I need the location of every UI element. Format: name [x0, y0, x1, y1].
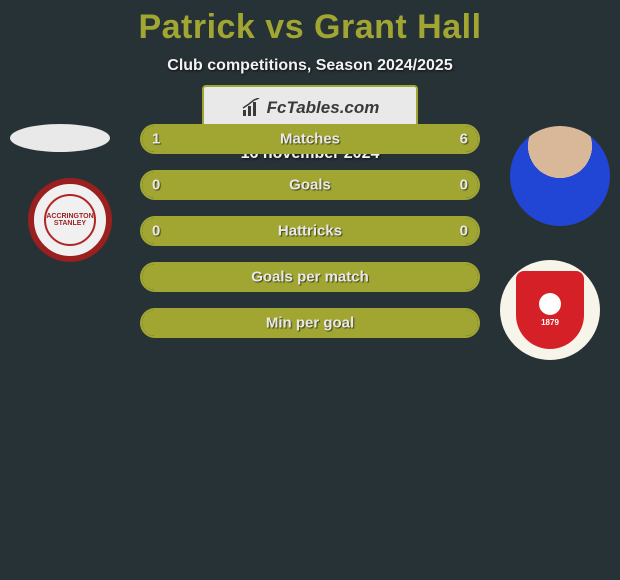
stats-container: 16Matches 00Goals 00Hattricks Goals per mat…	[140, 124, 480, 354]
stat-label: Goals	[142, 177, 478, 194]
stat-row: 00Goals	[140, 170, 480, 200]
shield-icon: 1879	[516, 271, 584, 349]
avatar-placeholder-icon	[10, 124, 110, 152]
stat-row: Min per goal	[140, 308, 480, 338]
ball-icon	[539, 293, 561, 315]
club-left-badge: ACCRINGTON STANLEY	[28, 178, 112, 262]
stat-label: Hattricks	[142, 223, 478, 240]
stat-row: 00Hattricks	[140, 216, 480, 246]
brand-text: FcTables.com	[267, 98, 380, 118]
club-left-label: ACCRINGTON STANLEY	[46, 213, 94, 227]
chart-icon	[241, 98, 261, 118]
player-right-avatar	[510, 126, 610, 226]
player-left-avatar	[10, 104, 110, 169]
stat-row: 16Matches	[140, 124, 480, 154]
subtitle: Club competitions, Season 2024/2025	[0, 57, 620, 75]
stat-row: Goals per match	[140, 262, 480, 292]
stat-label: Min per goal	[142, 315, 478, 332]
stat-label: Matches	[142, 131, 478, 148]
page-title: Patrick vs Grant Hall	[0, 0, 620, 47]
stat-label: Goals per match	[142, 269, 478, 286]
club-right-year: 1879	[541, 318, 559, 327]
club-right-badge: 1879	[500, 260, 600, 360]
